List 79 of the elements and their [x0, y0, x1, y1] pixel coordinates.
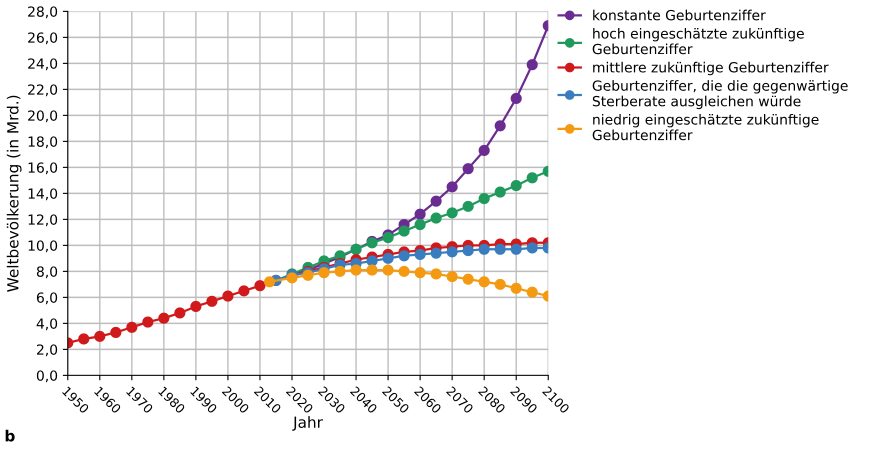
point [478, 276, 490, 288]
point [526, 242, 538, 254]
point [398, 250, 410, 262]
point [510, 180, 522, 192]
point [222, 290, 234, 302]
point [264, 276, 276, 288]
point [254, 280, 266, 292]
point [414, 248, 426, 260]
point [462, 274, 474, 285]
y-tick-label: 26,0 [28, 32, 58, 44]
text: b [6, 430, 15, 442]
point [190, 300, 202, 312]
point [494, 120, 506, 132]
point [318, 267, 330, 278]
y-tick-label: 20,0 [28, 110, 58, 122]
legend-label: niedrig eingeschätzte zukünftige Geburtenziffer [592, 114, 819, 140]
point [446, 207, 458, 218]
y-axis-title: Weltbevölkerung (in Mrd.) [6, 96, 22, 292]
y-tick-label: 18,0 [28, 136, 58, 148]
point [142, 316, 154, 328]
point [510, 244, 522, 255]
point [382, 252, 394, 264]
point [126, 322, 138, 333]
point [110, 326, 122, 338]
point [526, 286, 538, 298]
legend-label: mittlere zukünftige Geburtenziffer [593, 62, 829, 76]
y-tick-label: 24,0 [28, 58, 58, 70]
point [462, 163, 474, 174]
point [366, 255, 378, 267]
point [446, 271, 458, 282]
point [366, 264, 378, 276]
y-tick-label: 28,0 [28, 6, 58, 18]
y-tick-label: 8,0 [36, 266, 58, 278]
y-tick-label: 4,0 [36, 318, 58, 330]
point [382, 264, 394, 276]
point [302, 270, 314, 281]
point [174, 307, 186, 319]
point [414, 267, 426, 278]
point [494, 244, 506, 255]
point [350, 264, 362, 276]
point [446, 246, 458, 258]
point [494, 186, 506, 198]
point [526, 172, 538, 184]
point [526, 59, 538, 70]
point [286, 272, 298, 284]
point [206, 296, 218, 307]
point [478, 193, 490, 204]
point [158, 312, 170, 324]
point [238, 285, 250, 296]
point [510, 92, 522, 104]
point [414, 208, 426, 220]
y-tick-label: 22,0 [28, 84, 58, 96]
point [398, 266, 410, 277]
point [430, 268, 442, 280]
x-axis-title: Jahr [292, 416, 323, 431]
y-tick-label: 12,0 [28, 214, 58, 226]
y-tick-label: 2,0 [36, 344, 58, 356]
point [334, 266, 346, 277]
point [94, 330, 106, 342]
point [398, 226, 410, 237]
y-tick-label: 0,0 [36, 370, 58, 382]
point [462, 245, 474, 256]
point [462, 200, 474, 212]
legend-label: konstante Geburtenziffer [593, 10, 766, 20]
point [382, 232, 394, 244]
y-tick-label: 6,0 [36, 292, 58, 304]
point [414, 219, 426, 230]
y-tick-label: 10,0 [28, 240, 58, 252]
y-tick-label: 16,0 [28, 162, 58, 174]
point [478, 144, 490, 156]
point [78, 333, 90, 345]
point [430, 196, 442, 207]
point [446, 181, 458, 192]
point [510, 282, 522, 294]
point [494, 278, 506, 290]
point [478, 244, 490, 255]
y-tick-label: 14,0 [28, 188, 58, 200]
point [430, 212, 442, 224]
point [430, 248, 442, 259]
